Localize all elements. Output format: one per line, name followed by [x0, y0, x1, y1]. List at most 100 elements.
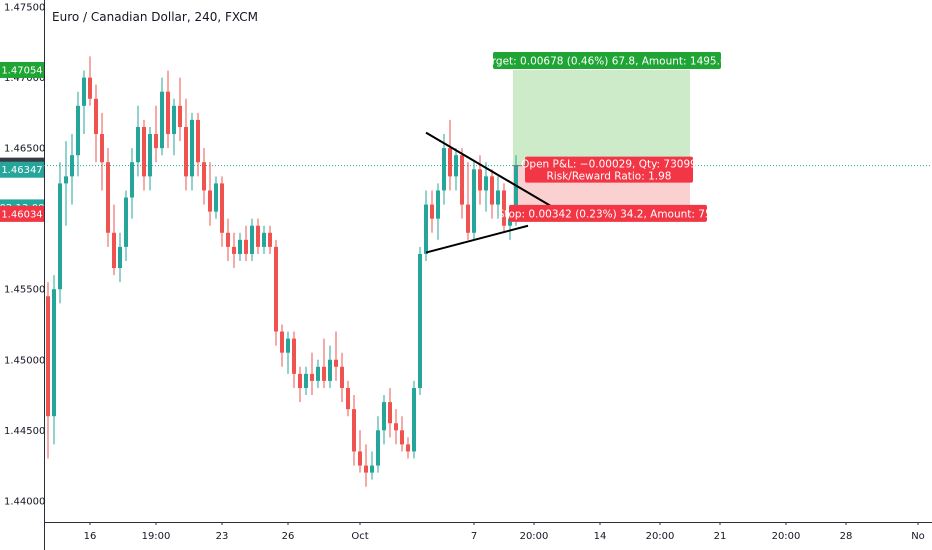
- candle-body[interactable]: [268, 232, 272, 247]
- candle-body[interactable]: [298, 373, 302, 388]
- candle-body[interactable]: [118, 246, 122, 269]
- target-label: Target: 0.00678 (0.46%) 67.8, Amount: 14…: [480, 55, 734, 67]
- candle-body[interactable]: [322, 366, 326, 381]
- candle-body[interactable]: [508, 218, 512, 226]
- price-axis-panel[interactable]: [0, 0, 44, 550]
- price-tick-label: 1.45000: [4, 355, 45, 366]
- candle-body[interactable]: [376, 430, 380, 466]
- candle-body[interactable]: [190, 119, 194, 177]
- candle-body[interactable]: [52, 289, 56, 417]
- candle-body[interactable]: [160, 91, 164, 149]
- candle-body[interactable]: [424, 204, 428, 254]
- candle-body[interactable]: [172, 105, 176, 135]
- risk-reward-label: Risk/Reward Ratio: 1.98: [547, 171, 672, 183]
- candle-body[interactable]: [370, 465, 374, 473]
- candle-body[interactable]: [112, 232, 116, 269]
- candle-body[interactable]: [58, 183, 62, 290]
- pnl-label: Open P&L: −0.00029, Qty: 73099: [521, 159, 697, 171]
- time-tick-label: 21: [714, 531, 727, 542]
- candle-body[interactable]: [292, 338, 296, 374]
- candle-body[interactable]: [394, 423, 398, 431]
- candle-body[interactable]: [130, 162, 134, 198]
- candle-body[interactable]: [490, 176, 494, 205]
- candle-body[interactable]: [286, 338, 290, 353]
- candle-body[interactable]: [406, 444, 410, 452]
- candle-body[interactable]: [484, 176, 488, 191]
- candle-body[interactable]: [418, 253, 422, 388]
- time-tick-label: No: [911, 531, 925, 542]
- candle-body[interactable]: [316, 366, 320, 381]
- candle-body[interactable]: [256, 225, 260, 247]
- trendline[interactable]: [425, 131, 571, 219]
- target-zone[interactable]: [513, 69, 690, 166]
- candle-body[interactable]: [154, 134, 158, 149]
- candle-body[interactable]: [364, 465, 368, 473]
- candle-body[interactable]: [214, 183, 218, 212]
- price-tick-label: 1.47500: [4, 3, 45, 14]
- candle-body[interactable]: [94, 98, 98, 135]
- candle-body[interactable]: [166, 91, 170, 135]
- time-tick-label: 20:00: [646, 531, 675, 542]
- candle-body[interactable]: [262, 232, 266, 247]
- candle-body[interactable]: [466, 204, 470, 233]
- price-badge: [0, 61, 44, 78]
- candle-body[interactable]: [448, 148, 452, 177]
- candle-body[interactable]: [274, 246, 278, 332]
- candle-body[interactable]: [76, 105, 80, 156]
- candle-body[interactable]: [382, 402, 386, 431]
- time-tick-label: 19:00: [142, 531, 171, 542]
- trendline[interactable]: [425, 224, 529, 254]
- candle-body[interactable]: [124, 197, 128, 247]
- candle-body[interactable]: [100, 134, 104, 163]
- candle-body[interactable]: [412, 387, 416, 452]
- candle-body[interactable]: [478, 169, 482, 191]
- candle-body[interactable]: [136, 126, 140, 163]
- stop-label: Stop: 0.00342 (0.23%) 34.2, Amount: 750: [498, 208, 719, 220]
- candle-body[interactable]: [352, 409, 356, 452]
- candle-body[interactable]: [196, 119, 200, 163]
- candle-body[interactable]: [430, 204, 434, 219]
- candle-body[interactable]: [82, 77, 86, 106]
- candle-body[interactable]: [88, 77, 92, 99]
- candle-body[interactable]: [250, 225, 254, 254]
- candle-body[interactable]: [328, 359, 332, 381]
- candle-body[interactable]: [304, 373, 308, 388]
- candle-body[interactable]: [238, 239, 242, 254]
- candle-body[interactable]: [454, 155, 458, 177]
- candle-body[interactable]: [334, 359, 338, 367]
- candle-body[interactable]: [472, 169, 476, 233]
- candle-body[interactable]: [232, 246, 236, 254]
- candle-body[interactable]: [460, 155, 464, 205]
- candle-body[interactable]: [220, 183, 224, 233]
- candle-body[interactable]: [64, 176, 68, 184]
- candle-body[interactable]: [388, 402, 392, 424]
- candle-body[interactable]: [400, 430, 404, 445]
- candle-body[interactable]: [280, 331, 284, 353]
- candle-body[interactable]: [142, 126, 146, 177]
- candle-body[interactable]: [358, 451, 362, 466]
- candle-body[interactable]: [346, 387, 350, 410]
- candle-body[interactable]: [46, 296, 50, 417]
- candle-body[interactable]: [436, 190, 440, 219]
- candle-body[interactable]: [340, 366, 344, 388]
- chart-title: Euro / Canadian Dollar, 240, FXCM: [52, 10, 258, 24]
- candle-body[interactable]: [514, 165, 518, 219]
- time-tick-label: 26: [282, 531, 295, 542]
- candle-body[interactable]: [148, 134, 152, 177]
- candle-body[interactable]: [202, 162, 206, 191]
- candle-body[interactable]: [178, 105, 182, 127]
- candle-body[interactable]: [106, 162, 110, 233]
- candle-body[interactable]: [502, 190, 506, 226]
- candle-body[interactable]: [442, 148, 446, 191]
- candle-body[interactable]: [208, 190, 212, 212]
- time-tick-label: 14: [594, 531, 607, 542]
- candle-body[interactable]: [184, 126, 188, 177]
- price-badge: [0, 161, 44, 178]
- candle-body[interactable]: [310, 373, 314, 381]
- candle-body[interactable]: [70, 155, 74, 177]
- candle-body[interactable]: [226, 232, 230, 247]
- candle-body[interactable]: [244, 239, 248, 254]
- candle-body[interactable]: [496, 190, 500, 205]
- stop-label-box: [509, 204, 707, 222]
